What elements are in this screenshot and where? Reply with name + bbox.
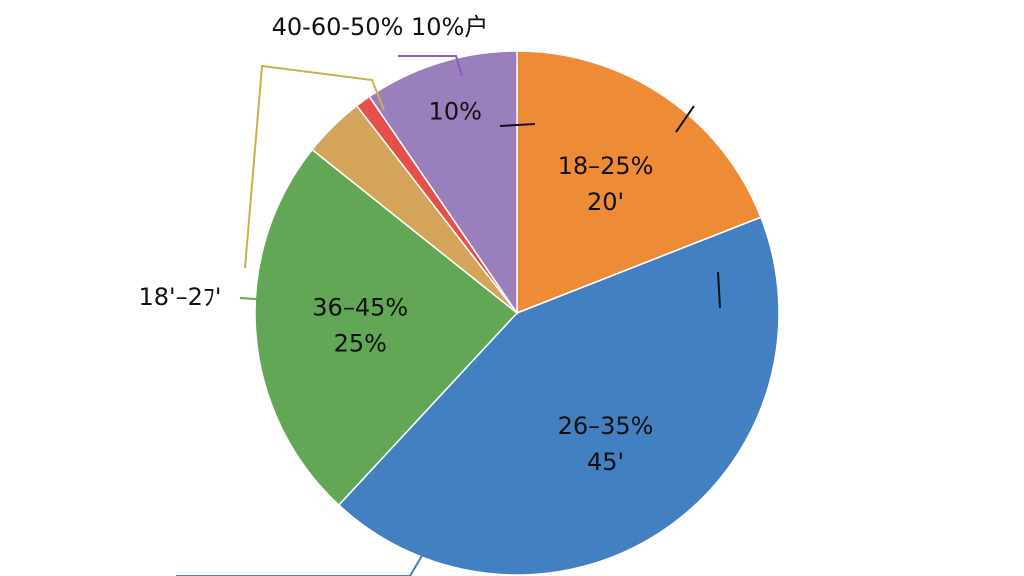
leader-line [675,105,695,133]
slice-label: 26–35% [558,412,654,440]
data-label: 25% [334,330,387,358]
leader-line [398,55,463,77]
leader-line [239,297,271,301]
pie-slice [337,216,780,576]
leader-line [499,123,536,127]
annotation: 40-60-50% 10%户 [272,13,489,41]
data-label: 45' [587,448,624,476]
leader-line [176,541,431,576]
slice-label: 18–25% [558,152,654,180]
leader-line [717,271,721,309]
data-label: 10% [429,98,482,126]
pie-slice [516,50,762,315]
pie-slice [254,148,519,507]
leader-line [244,64,385,269]
annotation: 18'–2ﾌ' [138,283,221,311]
pie [254,50,780,576]
data-label: 20' [587,188,624,216]
slice-label: 36–45% [312,294,408,322]
